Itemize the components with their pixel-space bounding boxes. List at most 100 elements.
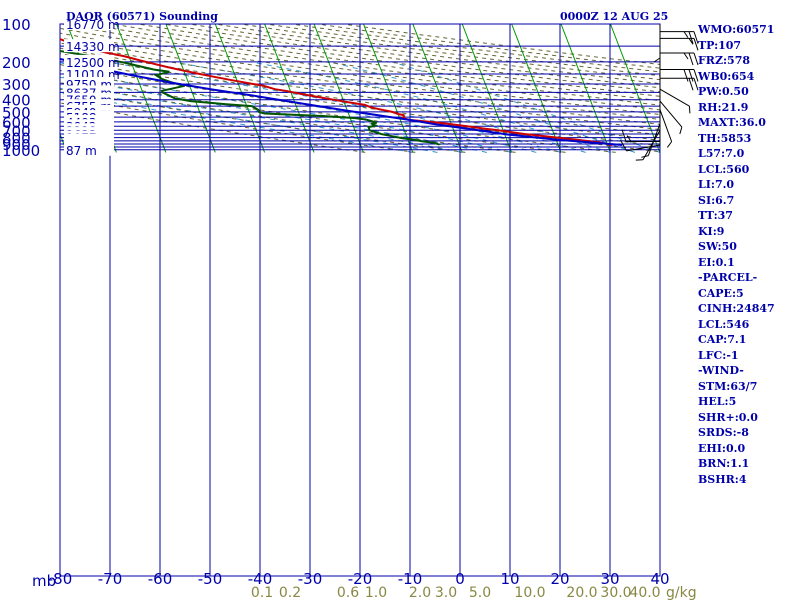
x-tick-label: -10 — [398, 570, 423, 588]
dry-adiabat — [60, 42, 660, 131]
stat-item: LCL:546 — [698, 317, 750, 331]
height-label: 14330 m — [66, 40, 120, 54]
wind-barb-feather — [653, 57, 661, 63]
mixing-ratio-label: 5.0 — [469, 585, 491, 600]
wind-barb-staff — [659, 109, 673, 142]
stat-item: CAP:7.1 — [698, 333, 747, 346]
stat-item: L57:7.0 — [698, 147, 745, 160]
dry-adiabat — [240, 24, 660, 81]
stat-item: EHI:0.0 — [698, 441, 746, 455]
plot-frame — [59, 23, 661, 577]
y-tick-label: 200 — [2, 54, 31, 72]
wind-barb — [660, 77, 699, 91]
mixing-ratio-label: 10.0 — [514, 585, 545, 600]
wind-barb-feather — [683, 69, 689, 82]
stat-item: TH:5853 — [698, 131, 752, 145]
wind-barb-feather — [688, 38, 694, 45]
wind-barb — [635, 130, 661, 161]
stat-item: SRDS:-8 — [698, 426, 749, 439]
height-label-bg — [64, 39, 114, 53]
isotherm-line — [214, 24, 266, 153]
height-label: 12500 m — [66, 56, 120, 70]
height-label-bg — [64, 54, 114, 68]
stat-item: LFC:-1 — [698, 348, 739, 362]
height-label-bg — [64, 67, 114, 81]
dry-adiabat — [60, 52, 660, 141]
moist-adiabat — [60, 76, 487, 153]
wind-barb — [659, 109, 673, 148]
mixing-ratio-label: 0.6 — [337, 585, 359, 600]
wind-barb-feather — [621, 129, 627, 142]
wind-barb-feather — [693, 52, 699, 66]
dry-adiabat — [60, 47, 660, 136]
stat-item: SHR+:0.0 — [698, 410, 758, 424]
x-tick-label: -30 — [298, 570, 323, 588]
moist-adiabat — [328, 61, 636, 153]
wind-barb — [659, 88, 691, 114]
chart-title: DAOR (60571) Sounding — [66, 10, 218, 23]
isotherm-line — [560, 24, 611, 153]
y-axis-label: mb — [32, 572, 56, 590]
chart-time: 0000Z 12 AUG 25 — [560, 10, 668, 23]
x-tick-label: -50 — [198, 570, 223, 588]
isotherm-line — [313, 24, 364, 153]
y-tick-label: 700 — [2, 122, 31, 140]
stat-item: MAXT:36.0 — [698, 116, 766, 129]
wind-barb-feather — [688, 78, 694, 91]
height-label-bg — [64, 17, 114, 30]
x-tick-label: 0 — [455, 570, 465, 588]
wind-barb — [660, 37, 699, 51]
mixing-ratio-label: 40.0 — [629, 585, 660, 600]
y-tick-label: 300 — [2, 76, 31, 94]
height-label: 16770 m — [66, 18, 120, 32]
wind-barb-feather — [693, 38, 699, 51]
y-tick-label: 500 — [2, 104, 31, 122]
mixing-ratio-label: 30.0 — [600, 585, 631, 600]
wind-barb-feather — [683, 31, 689, 38]
x-tick-label: 40 — [650, 570, 669, 588]
height-label: 87 m — [66, 144, 97, 158]
wind-barb — [659, 100, 683, 135]
stat-item: SW:50 — [698, 240, 737, 253]
y-tick-label: 400 — [2, 92, 31, 110]
stat-item: TT:37 — [698, 209, 733, 222]
x-tick-label: -40 — [248, 570, 273, 588]
x-tick-label: -70 — [98, 570, 123, 588]
wind-barb — [621, 129, 660, 143]
wind-barb — [660, 31, 699, 44]
stat-item: EI:0.1 — [698, 255, 735, 269]
stat-item: CINH:24847 — [698, 302, 775, 315]
mixing-ratio-label: 3.0 — [435, 585, 457, 600]
mixing-ratio-label: 0.1 — [251, 585, 273, 600]
y-tick-label: 800 — [2, 130, 31, 148]
y-tick-label: 600 — [2, 114, 31, 132]
isotherm-line — [165, 24, 216, 153]
stat-item: PW:0.50 — [698, 85, 749, 98]
stat-item: LCL:560 — [698, 162, 750, 176]
wind-barb-staff — [642, 130, 661, 160]
wind-barb-feather — [693, 69, 699, 82]
wind-barb-feather — [683, 52, 689, 60]
isotherm-line — [412, 24, 463, 153]
mixing-ratio-label: 1.0 — [365, 585, 387, 600]
stat-item: KI:9 — [698, 224, 725, 238]
dry-adiabat — [163, 24, 660, 93]
moist-adiabat — [60, 87, 438, 153]
stat-item: SI:6.7 — [698, 193, 735, 207]
mixing-ratio-label: 0.2 — [279, 585, 301, 600]
mixing-ratio-label: 20.0 — [566, 585, 597, 600]
isotherm-line — [511, 24, 562, 153]
x-tick-label: -80 — [48, 570, 73, 588]
dry-adiabat — [60, 37, 660, 125]
y-tick-label: 100 — [2, 16, 31, 34]
y-tick-label: 1000 — [2, 142, 40, 160]
wind-barb-feather — [666, 141, 673, 148]
x-tick-label: 10 — [500, 570, 519, 588]
y-tick-label: 900 — [2, 136, 31, 154]
isotherm-line — [609, 24, 660, 153]
mixing-ratio-label: 2.0 — [409, 585, 431, 600]
stat-item: BRN:1.1 — [698, 457, 750, 470]
height-label-bg — [64, 142, 114, 156]
wind-barb — [653, 24, 661, 63]
